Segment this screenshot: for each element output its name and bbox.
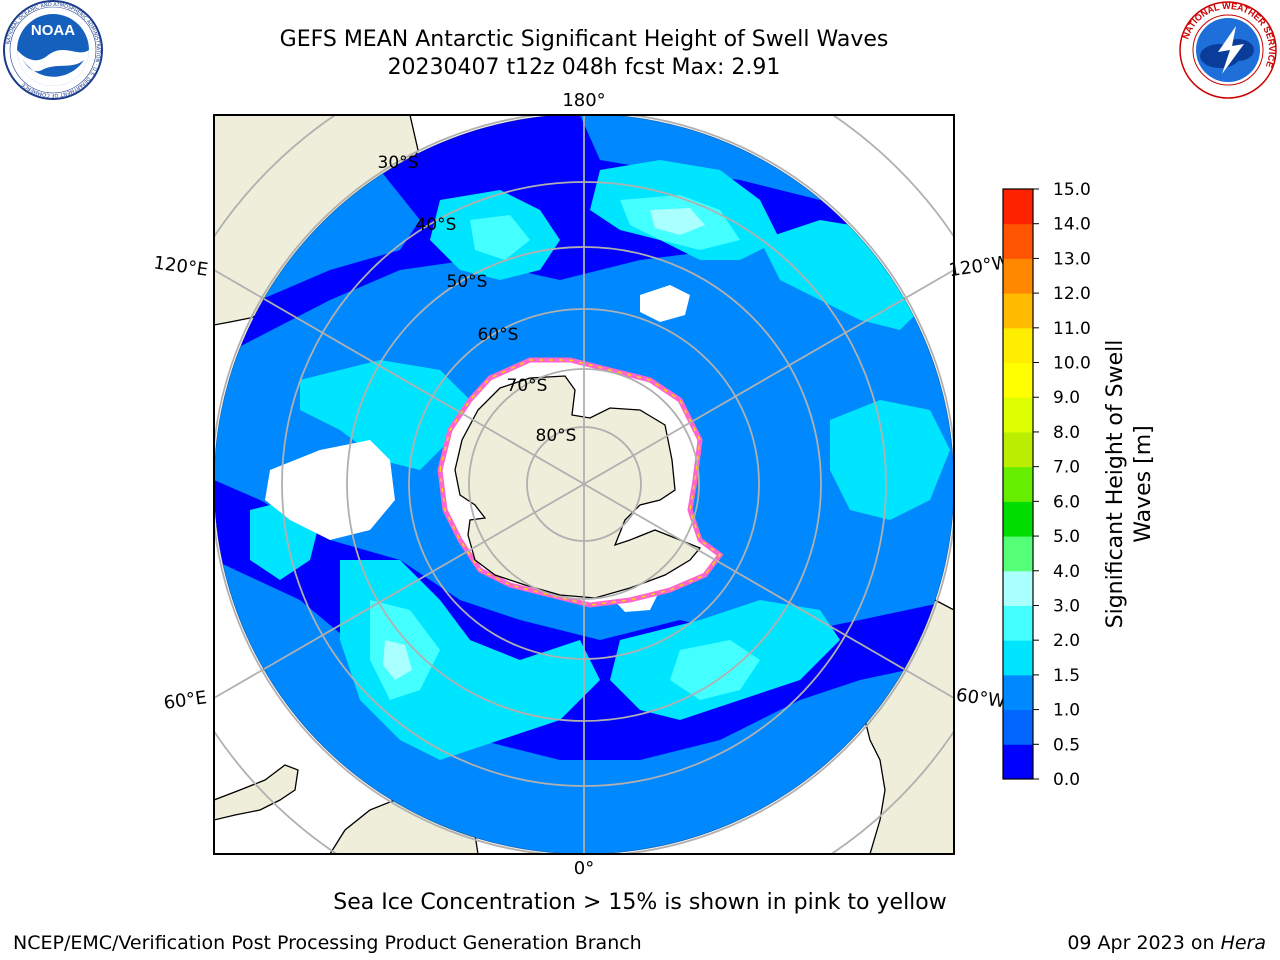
credit-text: NCEP/EMC/Verification Post Processing Pr… [13,932,642,954]
colorbar-tick-label: 8.0 [1053,423,1080,443]
colorbar-swatch [1003,570,1033,606]
colorbar-tick-label: 11.0 [1053,319,1091,339]
colorbar-label-line1: Significant Height of Swell [1103,340,1128,629]
colorbar-tick-label: 14.0 [1053,215,1091,235]
colorbar-swatch [1003,189,1033,225]
colorbar-swatch [1003,223,1033,259]
lat-label-50s: 50°S [447,272,488,292]
colorbar-tick-label: 5.0 [1053,527,1080,547]
colorbar-tick-label: 7.0 [1053,458,1080,478]
lat-label-80s: 80°S [536,426,577,446]
sea-ice-caption: Sea Ice Concentration > 15% is shown in … [333,890,947,915]
colorbar-swatch [1003,293,1033,329]
colorbar-swatch [1003,431,1033,468]
lon-label-180: 180° [562,90,605,111]
noaa-logo-text: NOAA [31,22,75,39]
lat-label-40s: 40°S [416,215,457,235]
colorbar-tick-label: 3.0 [1053,596,1080,616]
colorbar-tick-label: 0.0 [1053,770,1080,790]
colorbar-swatch [1003,709,1033,745]
colorbar-tick-label: 1.5 [1053,666,1080,686]
colorbar-swatch [1003,258,1033,294]
lon-label-0: 0° [574,858,594,879]
nws-logo: NATIONAL WEATHER SERVICE [1179,1,1277,99]
colorbar-swatch [1003,674,1033,711]
graticule [214,115,954,854]
colorbar-swatch [1003,397,1033,433]
colorbar-swatch [1003,605,1033,641]
chart-title: GEFS MEAN Antarctic Significant Height o… [279,27,889,52]
colorbar-tick-label: 9.0 [1053,388,1080,408]
colorbar-tick-label: 10.0 [1053,354,1091,374]
lat-label-60s: 60°S [478,325,519,345]
machine-name: Hera [1220,932,1266,954]
colorbar-swatch [1003,744,1033,780]
colorbar-frame [1002,188,1034,780]
colorbar-label-line2: Waves [m] [1131,425,1156,542]
map-frame [213,114,955,855]
colorbar-tick-label: 12.0 [1053,284,1091,304]
colorbar-tick-label: 2.0 [1053,631,1080,651]
colorbar-tick-label: 6.0 [1053,492,1080,512]
chart-subtitle: 20230407 t12z 048h fcst Max: 2.91 [387,55,781,80]
colorbar-swatch [1003,362,1033,398]
colorbar-swatch [1003,536,1033,572]
colorbar-tick-label: 15.0 [1053,180,1091,200]
swell-band-2-0-3-0 [383,208,705,680]
lat-label-70s: 70°S [507,376,548,396]
colorbar-tick-label: 1.0 [1053,701,1080,721]
colorbar-swatch [1003,327,1033,364]
colorbar-tick-label: 13.0 [1053,249,1091,269]
noaa-logo: NOAA NATIONAL OCEANIC AND ATMOSPHERIC AD… [3,0,103,100]
colorbar-swatch [1003,466,1033,502]
colorbar-tick-label: 0.5 [1053,735,1080,755]
colorbar-tick-label: 4.0 [1053,562,1080,582]
colorbar-swatch [1003,501,1033,537]
date-stamp: 09 Apr 2023 on Hera [1067,932,1266,954]
colorbar-swatch [1003,640,1033,676]
lat-label-30s: 30°S [378,153,419,173]
date-text: 09 Apr 2023 on [1067,932,1221,954]
